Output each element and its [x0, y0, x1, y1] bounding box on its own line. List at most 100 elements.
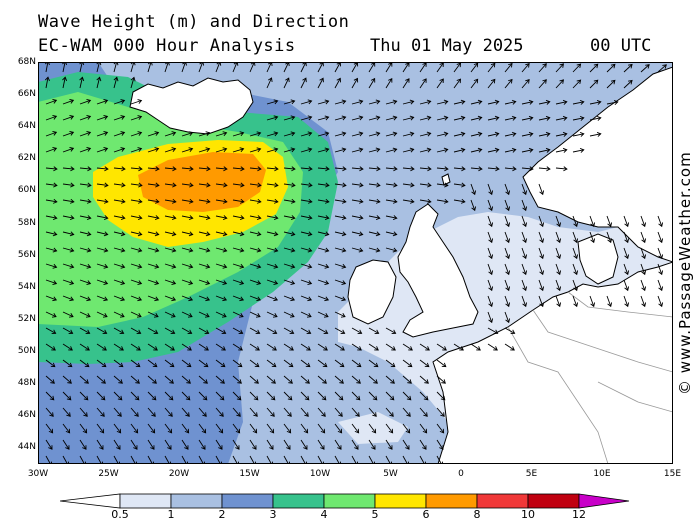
wave-direction-arrowhead: [579, 147, 585, 153]
wave-direction-arrowhead: [324, 115, 330, 121]
wave-direction-arrowhead: [86, 99, 92, 104]
wave-direction-arrow: [266, 77, 272, 89]
wave-direction-arrow: [538, 79, 547, 89]
wave-direction-arrow: [402, 375, 412, 384]
wave-direction-arrow: [232, 311, 244, 318]
wave-direction-arrow: [419, 375, 429, 384]
wave-direction-arrowhead: [405, 428, 411, 434]
wave-direction-arrowhead: [121, 182, 126, 188]
wave-direction-arrow: [198, 263, 210, 268]
wave-direction-arrowhead: [573, 222, 579, 228]
wave-direction-arrow: [215, 375, 225, 384]
wave-direction-arrowhead: [325, 182, 330, 188]
wave-direction-arrow: [419, 62, 427, 73]
wave-direction-arrowhead: [358, 115, 364, 121]
wave-direction-arrow: [504, 133, 516, 137]
wave-direction-arrow: [198, 375, 208, 384]
wave-direction-arrow: [181, 343, 192, 351]
wave-direction-arrowhead: [477, 115, 483, 121]
wave-direction-arrowhead: [184, 445, 189, 450]
wave-direction-arrowhead: [424, 379, 429, 384]
wave-direction-arrowhead: [82, 445, 87, 450]
wave-direction-arrowhead: [250, 62, 256, 66]
wave-direction-arrow: [79, 295, 91, 301]
wave-direction-arrow: [232, 148, 244, 153]
wave-direction-arrowhead: [256, 215, 262, 221]
wave-direction-arrow: [640, 231, 646, 243]
wave-direction-arrowhead: [528, 99, 534, 105]
wave-direction-arrow: [419, 359, 430, 367]
wave-direction-arrowhead: [65, 445, 70, 450]
wave-direction-arrowhead: [170, 346, 175, 351]
wave-direction-arrow: [249, 183, 261, 186]
wave-direction-arrow: [45, 231, 57, 235]
wave-direction-arrow: [181, 311, 193, 318]
wave-direction-arrow: [538, 247, 544, 259]
wave-direction-arrowhead: [188, 198, 194, 204]
wave-direction-arrow: [249, 148, 261, 153]
wave-direction-arrow: [147, 455, 153, 464]
wave-direction-arrowhead: [68, 346, 73, 351]
wave-direction-arrow: [45, 247, 57, 252]
wave-direction-arrowhead: [392, 247, 398, 253]
wave-direction-arrowhead: [239, 296, 245, 302]
wave-direction-arrow: [266, 231, 278, 235]
wave-direction-arrow: [266, 199, 278, 203]
wave-direction-arrow: [45, 167, 57, 170]
wave-direction-arrow: [266, 391, 276, 401]
wave-direction-arrowhead: [119, 313, 125, 318]
wave-direction-arrowhead: [134, 395, 140, 401]
wave-direction-arrowhead: [337, 445, 342, 450]
longitude-tick-label: 25W: [98, 469, 119, 479]
wave-direction-arrow: [334, 215, 346, 219]
wave-direction-arrowhead: [336, 461, 342, 464]
wave-direction-arrowhead: [132, 461, 138, 464]
wave-direction-arrow: [232, 199, 244, 203]
wave-direction-arrow: [555, 79, 564, 89]
wave-direction-arrowhead: [272, 313, 278, 318]
wave-direction-arrowhead: [138, 182, 143, 188]
wave-direction-arrow: [555, 63, 564, 73]
wave-direction-arrowhead: [542, 63, 547, 68]
wave-direction-arrow: [487, 167, 499, 170]
wave-direction-arrow: [385, 62, 393, 73]
wave-direction-arrow: [334, 327, 345, 334]
wave-direction-arrowhead: [356, 362, 362, 368]
wave-direction-arrow: [249, 132, 261, 137]
wave-direction-arrowhead: [290, 215, 296, 221]
wave-direction-arrow: [300, 279, 312, 285]
wave-direction-arrowhead: [376, 182, 381, 188]
wave-direction-arrowhead: [222, 231, 228, 237]
colorbar-label: 6: [422, 508, 430, 521]
wave-direction-arrow: [521, 295, 527, 307]
wave-direction-arrowhead: [287, 395, 293, 401]
wave-direction-arrow: [657, 247, 663, 259]
wave-direction-arrowhead: [493, 346, 498, 351]
wave-direction-arrowhead: [613, 100, 619, 105]
wave-direction-arrowhead: [82, 428, 88, 434]
wave-direction-arrow: [368, 439, 376, 450]
wave-direction-arrowhead: [133, 428, 139, 434]
wave-direction-arrowhead: [488, 286, 494, 292]
wave-direction-arrow: [45, 279, 57, 285]
wave-direction-arrow: [487, 133, 499, 137]
wave-direction-arrowhead: [137, 296, 143, 302]
wave-direction-arrow: [45, 455, 51, 464]
wave-direction-arrowhead: [70, 166, 75, 172]
wave-direction-arrowhead: [189, 182, 194, 188]
wave-direction-arrowhead: [628, 79, 633, 85]
wave-direction-arrow: [300, 263, 312, 268]
wave-direction-arrow: [572, 117, 584, 121]
wave-direction-arrow: [62, 439, 70, 450]
wave-direction-arrow: [453, 149, 465, 153]
wave-direction-arrow: [215, 148, 227, 153]
wave-direction-arrow: [504, 311, 510, 323]
wave-direction-arrow: [317, 215, 329, 219]
map-frame: [38, 62, 673, 464]
wave-direction-arrow: [504, 295, 510, 307]
wave-direction-arrow: [487, 215, 493, 227]
wave-direction-arrow: [300, 148, 312, 153]
wave-direction-arrowhead: [392, 147, 398, 153]
wave-direction-arrow: [385, 167, 397, 170]
wave-direction-arrow: [45, 77, 49, 89]
